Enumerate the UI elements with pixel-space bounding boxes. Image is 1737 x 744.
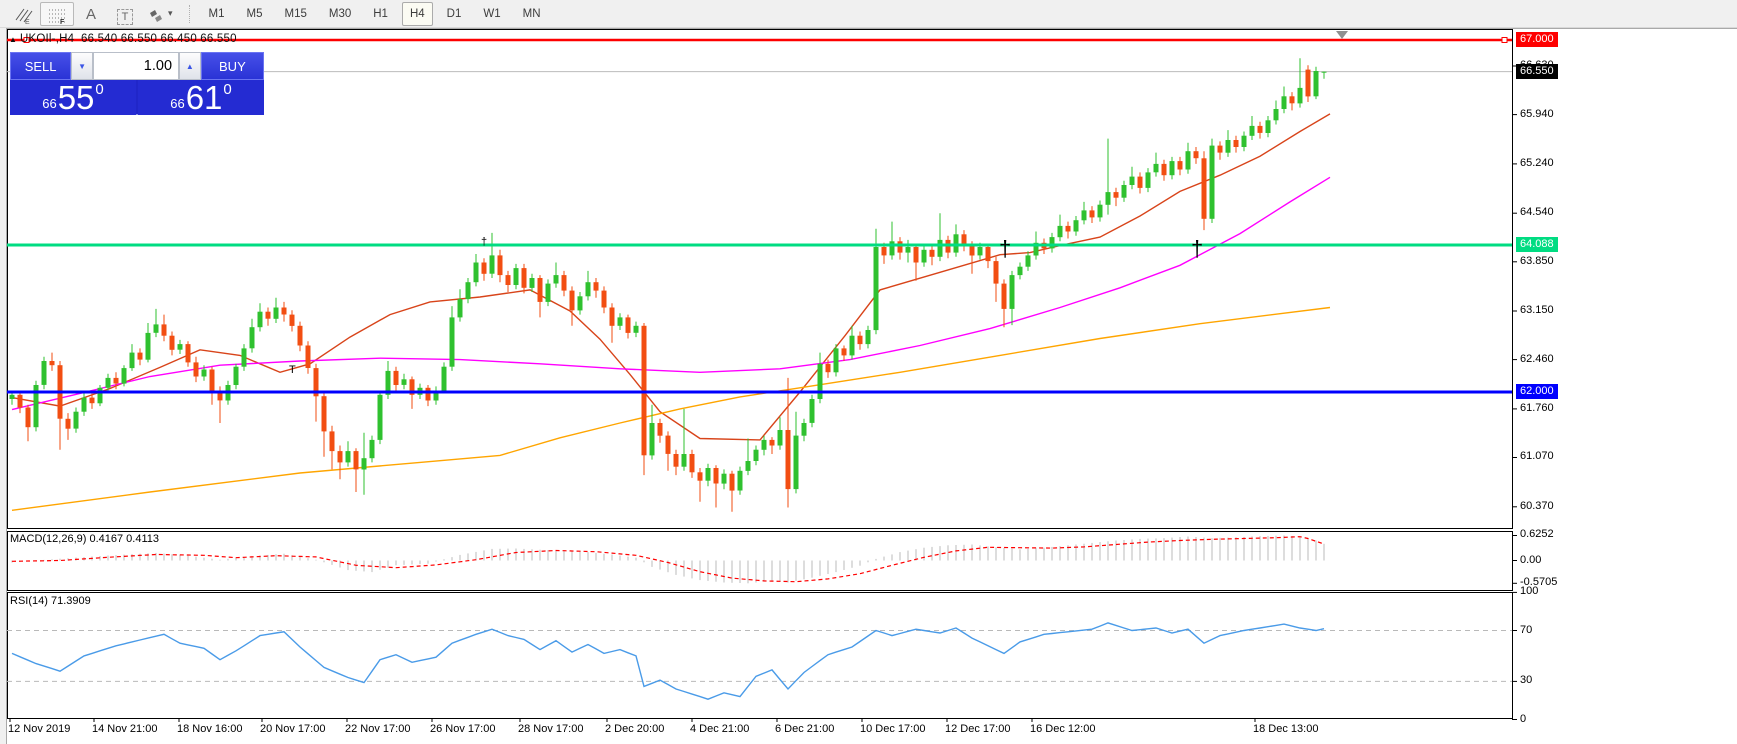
buy-price-prefix: 66 bbox=[170, 96, 185, 111]
time-axis-label: 26 Nov 17:00 bbox=[430, 723, 496, 735]
price-axis-label: 61.760 bbox=[1520, 402, 1554, 414]
ohlc-readout: 66.540 66.550 66.450 66.550 bbox=[81, 33, 237, 45]
time-axis-label: 14 Nov 21:00 bbox=[92, 723, 158, 735]
price-axis-label: 61.070 bbox=[1520, 450, 1554, 462]
rsi-label: RSI(14) 71.3909 bbox=[10, 595, 91, 607]
buy-button[interactable]: BUY bbox=[200, 52, 264, 80]
symbol-timeframe: UKOIl-,H4 bbox=[20, 33, 75, 45]
volume-input[interactable] bbox=[93, 52, 180, 80]
left-gutter bbox=[0, 28, 7, 744]
rsi-value: 71.3909 bbox=[50, 595, 91, 607]
price-axis-label: 60.370 bbox=[1520, 500, 1554, 512]
timeframe-button-H1[interactable]: H1 bbox=[373, 7, 388, 20]
price-axis-label: 63.850 bbox=[1520, 255, 1554, 267]
rsi-axis-label: 0 bbox=[1520, 713, 1527, 725]
macd-axis-label: 0.6252 bbox=[1520, 528, 1554, 540]
timeframe-button-M15[interactable]: M15 bbox=[284, 7, 307, 20]
sell-price-prefix: 66 bbox=[42, 96, 57, 111]
ma-mid-magenta bbox=[11, 176, 1331, 411]
object-anchor-marker[interactable]: † bbox=[1191, 236, 1204, 261]
trade-controls-row: SELL ▼ ▲ BUY bbox=[10, 52, 264, 80]
timeframe-button-H4[interactable]: H4 bbox=[401, 1, 433, 26]
svg-text:F: F bbox=[60, 19, 65, 25]
object-anchor-marker[interactable]: † bbox=[481, 236, 488, 248]
time-axis-label: 16 Dec 12:00 bbox=[1030, 723, 1096, 735]
timeframe-group: M1 M5 M15 M30 H1 H4 D1 W1 MN bbox=[201, 1, 549, 26]
time-axis-label: 12 Nov 2019 bbox=[8, 723, 71, 735]
timeframe-button-M1[interactable]: M1 bbox=[208, 7, 225, 20]
price-axis-label: 65.940 bbox=[1520, 108, 1554, 120]
time-axis-label: 10 Dec 17:00 bbox=[860, 723, 926, 735]
price-badge-67.000: 67.000 bbox=[1516, 32, 1558, 47]
time-axis-label: 4 Dec 21:00 bbox=[690, 723, 750, 735]
object-anchor-marker[interactable]: † bbox=[999, 236, 1012, 261]
timeframe-button-M5[interactable]: M5 bbox=[246, 7, 263, 20]
time-axis-label: 12 Dec 17:00 bbox=[945, 723, 1011, 735]
timeframe-button-W1[interactable]: W1 bbox=[483, 7, 501, 20]
price-axis-label: 62.460 bbox=[1520, 353, 1554, 365]
price-badge-66.550: 66.550 bbox=[1516, 64, 1558, 79]
drawing-tools-group: E F A T ▾ bbox=[6, 1, 177, 26]
time-axis-label: 22 Nov 17:00 bbox=[345, 723, 411, 735]
volume-decrease-button[interactable]: ▼ bbox=[71, 52, 94, 80]
time-axis-label: 6 Dec 21:00 bbox=[775, 723, 835, 735]
sell-price-panel[interactable]: 66 55 0 bbox=[10, 80, 136, 115]
sell-price-pip: 0 bbox=[95, 81, 104, 98]
time-axis-label: 2 Dec 20:00 bbox=[605, 723, 665, 735]
toolbar-separator bbox=[188, 4, 191, 23]
price-axis-label: 63.150 bbox=[1520, 304, 1554, 316]
ma-fast-red bbox=[11, 113, 1331, 441]
macd-axis-label: 0.00 bbox=[1520, 554, 1542, 566]
sell-button[interactable]: SELL bbox=[10, 52, 72, 80]
shapes-dropdown-icon[interactable]: ▾ bbox=[142, 2, 177, 26]
object-anchor-marker[interactable]: T bbox=[289, 364, 296, 376]
indicators-e-icon[interactable]: E bbox=[6, 2, 40, 26]
text-a-icon[interactable]: A bbox=[85, 5, 96, 23]
symbol-collapse-icon[interactable]: ▲ bbox=[9, 35, 17, 44]
price-axis-label: 64.540 bbox=[1520, 206, 1554, 218]
chart-title: UKOIl-,H4 66.540 66.550 66.450 66.550 bbox=[20, 33, 237, 45]
sell-price-big: 55 bbox=[57, 79, 95, 116]
buy-price-pip: 0 bbox=[223, 81, 232, 98]
volume-increase-button[interactable]: ▲ bbox=[179, 52, 201, 80]
buy-price-panel[interactable]: 66 61 0 bbox=[138, 80, 264, 115]
timeframe-button-D1[interactable]: D1 bbox=[446, 7, 462, 20]
macd-axis-label: -0.5705 bbox=[1520, 576, 1558, 588]
one-click-trade-panel: SELL ▼ ▲ BUY 66 55 0 66 61 0 bbox=[10, 52, 264, 115]
timeframe-button-M30[interactable]: M30 bbox=[328, 7, 352, 20]
grid-f-icon[interactable]: F bbox=[40, 1, 74, 26]
rsi-axis-label: 100 bbox=[1520, 585, 1539, 597]
toolbar: E F A T ▾ M1 M5 M15 M30 H1 H4 D1 W1 MN bbox=[0, 0, 1737, 28]
rsi-axis-label: 30 bbox=[1520, 674, 1533, 686]
textbox-t-icon[interactable]: T bbox=[108, 2, 142, 26]
time-axis-label: 18 Dec 13:00 bbox=[1253, 723, 1319, 735]
price-badge-64.088: 64.088 bbox=[1516, 237, 1558, 252]
macd-label: MACD(12,26,9) 0.4167 0.4113 bbox=[10, 533, 160, 545]
timeframe-button-MN[interactable]: MN bbox=[522, 7, 541, 20]
time-axis-label: 28 Nov 17:00 bbox=[518, 723, 584, 735]
rsi-axis-label: 70 bbox=[1520, 624, 1533, 636]
price-axis-label: 65.240 bbox=[1520, 157, 1554, 169]
svg-text:E: E bbox=[25, 19, 30, 25]
time-axis-label: 18 Nov 16:00 bbox=[177, 723, 243, 735]
buy-price-big: 61 bbox=[185, 79, 223, 116]
macd-values: 0.4167 0.4113 bbox=[89, 533, 160, 545]
price-badge-62.000: 62.000 bbox=[1516, 384, 1558, 399]
time-axis-label: 20 Nov 17:00 bbox=[260, 723, 326, 735]
